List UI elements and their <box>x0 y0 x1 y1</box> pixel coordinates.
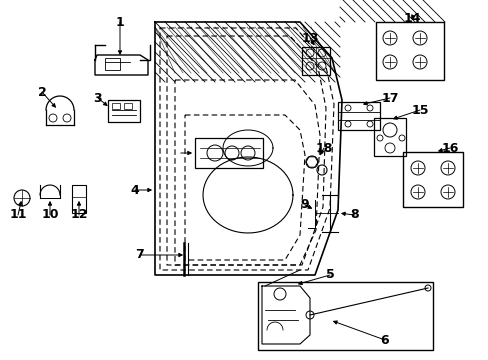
Bar <box>108 100 140 122</box>
Text: 9: 9 <box>300 198 309 211</box>
Text: 14: 14 <box>403 12 420 24</box>
Text: 3: 3 <box>94 91 102 104</box>
Text: 12: 12 <box>70 208 87 221</box>
Bar <box>72 185 86 213</box>
Text: 10: 10 <box>41 208 59 221</box>
Bar <box>258 282 432 350</box>
Text: 15: 15 <box>410 104 428 117</box>
Text: 13: 13 <box>301 31 318 45</box>
Text: 7: 7 <box>135 248 144 261</box>
Bar <box>373 118 405 156</box>
Text: 4: 4 <box>130 184 139 197</box>
Text: 8: 8 <box>350 208 359 221</box>
Text: 16: 16 <box>440 141 458 154</box>
Text: 18: 18 <box>315 141 332 154</box>
Bar <box>105 58 120 70</box>
Bar <box>124 103 132 109</box>
Bar <box>195 138 263 168</box>
Bar <box>402 152 462 207</box>
Text: 17: 17 <box>381 91 398 104</box>
Text: 5: 5 <box>325 269 334 282</box>
Text: 2: 2 <box>38 85 46 99</box>
Text: 1: 1 <box>115 15 124 28</box>
Text: 11: 11 <box>9 208 27 221</box>
Bar <box>337 102 379 130</box>
Bar <box>112 103 120 109</box>
Text: 6: 6 <box>380 333 388 346</box>
Bar <box>302 47 329 75</box>
Bar <box>375 22 443 80</box>
